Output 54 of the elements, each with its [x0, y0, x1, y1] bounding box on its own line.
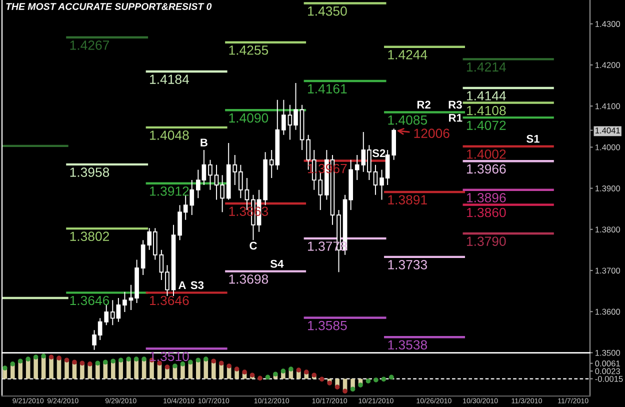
data-label: 1.4161 [308, 84, 347, 94]
annotation: A [178, 281, 186, 289]
annotation: S3 [190, 281, 204, 290]
data-label: 1.4072 [466, 120, 506, 130]
data-label: 1.3958 [70, 168, 110, 177]
annotation: S1 [526, 134, 540, 143]
data-label: 1.3510 [150, 352, 189, 362]
data-label: 1.3860 [466, 208, 506, 218]
annotation: R3 [448, 100, 462, 109]
data-label: 1.4214 [466, 62, 506, 72]
data-label: 1.4108 [466, 106, 506, 116]
data-label: 1.4244 [388, 50, 428, 60]
annotation: R1 [449, 114, 462, 122]
y-tick-label: 0.0023 [595, 368, 620, 374]
data-label: 1.3802 [70, 232, 110, 242]
y-tick-label: 1.3800 [595, 226, 620, 232]
annotation: S2 [372, 149, 386, 158]
y-tick-label: 1.3900 [595, 185, 620, 192]
data-label: 1.4255 [229, 45, 268, 55]
data-label: 1.3912 [150, 186, 189, 196]
y-tick-label: -0.0015 [595, 376, 623, 382]
data-label: 1.4144 [466, 91, 506, 100]
y-tick-label: 1.4300 [595, 21, 620, 27]
annotation: B [200, 138, 208, 146]
data-label: 1.4002 [466, 149, 506, 159]
annotation: C [250, 242, 257, 250]
data-label: 1.3790 [466, 236, 506, 246]
annotation: R2 [417, 100, 430, 109]
y-tick-label: 1.3500 [595, 350, 620, 356]
data-label: 1.3966 [466, 164, 506, 174]
data-label: 1.3538 [388, 340, 428, 350]
data-label: 1.3646 [70, 296, 110, 306]
data-label: 1.4267 [70, 40, 110, 50]
data-label: 1.3646 [150, 296, 189, 306]
data-label: 1.4048 [150, 130, 189, 140]
chart-title: THE MOST ACCURATE SUPPORT&RESIST 0 [6, 3, 212, 10]
y-tick-label: 0.0061 [595, 360, 620, 366]
y-tick-label: 1.3600 [595, 308, 620, 315]
data-label: 1.4085 [388, 115, 428, 125]
y-tick-label: 1.4100 [595, 103, 620, 110]
data-label: 1.4350 [308, 6, 347, 16]
data-label: 1.4090 [229, 113, 268, 123]
data-label: 1.3585 [308, 320, 347, 330]
data-label: 1.4184 [150, 74, 189, 84]
data-label: 1.3733 [388, 260, 427, 270]
data-label: 1.3896 [466, 193, 506, 202]
data-label: 1.3698 [229, 274, 268, 284]
data-label: 1.3891 [388, 195, 427, 204]
y-tick-label: 1.4041 [595, 128, 620, 134]
annotation: S4 [270, 260, 284, 268]
annotation: 12006 [414, 128, 450, 138]
y-tick-label: 1.4000 [595, 144, 620, 150]
y-tick-label: 1.3700 [595, 268, 620, 274]
y-tick-label: 1.4200 [595, 62, 620, 68]
